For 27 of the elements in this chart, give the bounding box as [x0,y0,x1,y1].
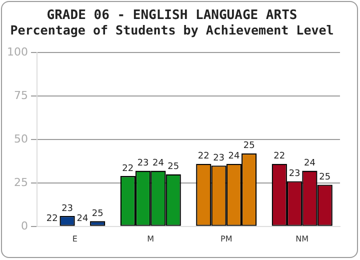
text: 22 [122,164,134,174]
text: 23 [213,153,225,164]
series-label: 23 [62,204,74,214]
y-tick-label: 75 [14,88,28,102]
y-tick-label: 0 [20,219,28,232]
text: 22 [46,214,58,224]
x-tick-label: M [147,234,154,244]
text: 24 [304,158,316,169]
text: 24 [76,214,88,224]
series-label: 24 [228,152,240,162]
text: 24 [152,158,164,169]
x-tick-label: PM [220,234,232,244]
text: 25 [319,172,331,183]
chart-title: GRADE 06 - ENGLISH LANGUAGE ARTS [46,8,298,24]
y-tick-label: 100 [6,45,28,58]
chart-subtitle: Percentage of Students by Achievement Level [10,22,334,38]
x-tick-label: E [72,234,78,244]
text: 23 [288,169,300,180]
x-tick-label: NM [296,234,309,244]
text: 25 [243,141,255,152]
y-tick-label: 25 [14,176,28,189]
series-label: 25 [92,209,104,220]
text: 22 [274,152,286,162]
text: 25 [168,162,180,172]
series-label: 22 [198,152,210,162]
text: 23 [137,158,149,169]
y-tick-label: 50 [14,132,28,146]
